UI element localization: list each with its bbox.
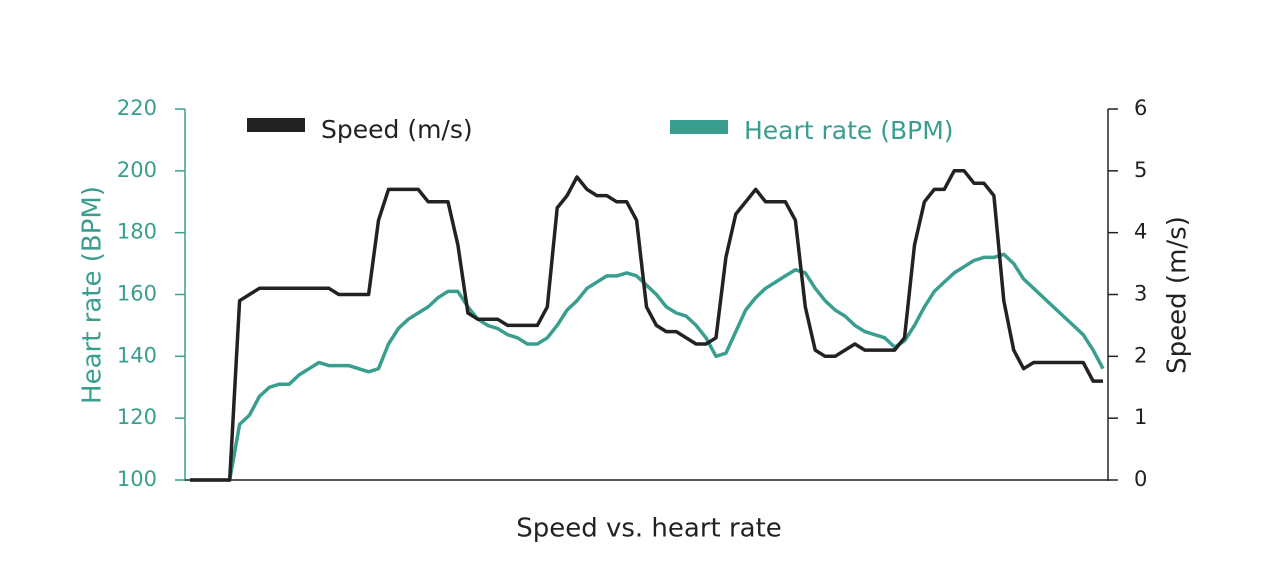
y-tick-label: 160 [117, 282, 157, 306]
y-axis-label: Heart rate (BPM) [78, 186, 108, 404]
y2-tick-label: 1 [1134, 405, 1147, 429]
y-tick-label: 100 [117, 467, 157, 491]
y2-tick-label: 2 [1134, 343, 1147, 367]
legend-swatch [670, 120, 728, 134]
y2-axis-label: Speed (m/s) [1163, 216, 1193, 374]
y2-tick-label: 3 [1134, 282, 1147, 306]
series-line [190, 169, 1103, 482]
legend-swatch [247, 118, 305, 132]
y2-tick-label: 5 [1134, 158, 1147, 182]
y-tick-label: 120 [117, 405, 157, 429]
y2-tick-label: 6 [1134, 96, 1147, 120]
y2-tick-label: 0 [1134, 467, 1147, 491]
y-tick-label: 200 [117, 158, 157, 182]
y-tick-label: 180 [117, 220, 157, 244]
series-line [190, 252, 1105, 482]
legend-label: Heart rate (BPM) [744, 116, 954, 145]
chart-title: Speed vs. heart rate [516, 514, 782, 544]
y-tick-label: 220 [117, 96, 157, 120]
y-tick-label: 140 [117, 343, 157, 367]
y2-tick-label: 4 [1134, 220, 1147, 244]
legend-label: Speed (m/s) [321, 115, 473, 144]
